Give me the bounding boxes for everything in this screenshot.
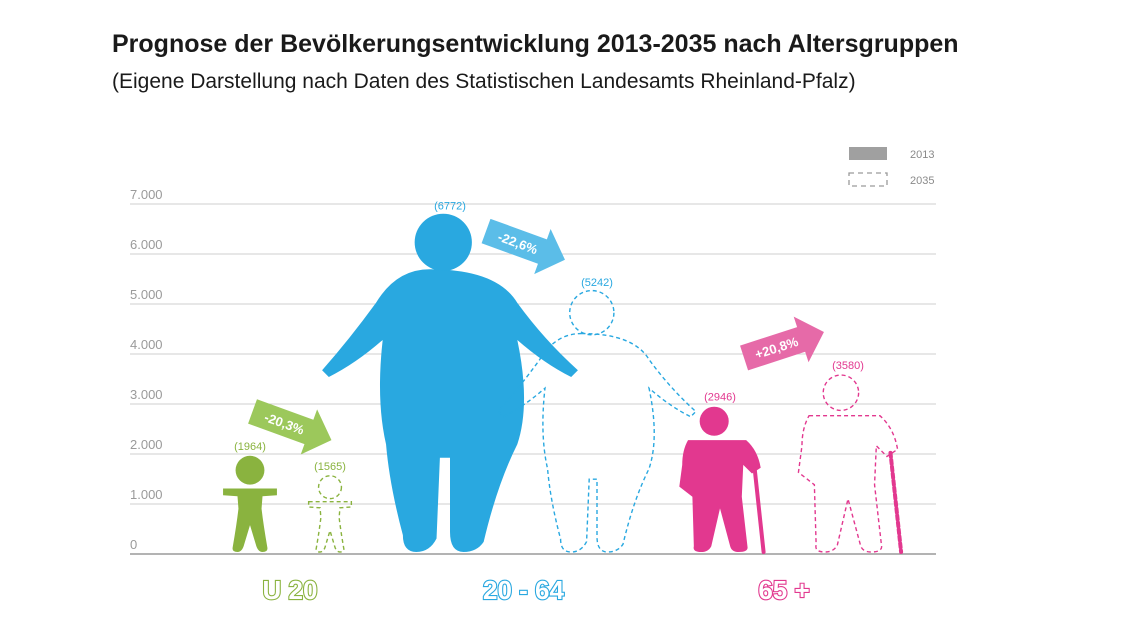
figure-head <box>235 455 265 485</box>
arrow-shape <box>740 316 824 371</box>
figure-child-2035 <box>307 475 353 553</box>
figure-body <box>497 332 697 553</box>
arrow-shape <box>481 218 565 275</box>
data-label: (2946) <box>704 392 736 404</box>
figure-elderly-2035 <box>797 374 904 555</box>
y-tick-label: 4.000 <box>130 337 163 352</box>
category-label: U 20 <box>263 575 318 605</box>
data-label: (3580) <box>832 360 864 372</box>
figure-body <box>307 500 353 553</box>
y-tick-label: 7.000 <box>130 187 163 202</box>
cane <box>888 450 904 555</box>
figure-body <box>223 488 277 552</box>
y-tick-label: 5.000 <box>130 287 163 302</box>
y-tick-label: 0 <box>130 537 137 552</box>
change-arrow: -20,3% <box>248 399 332 455</box>
change-arrow: +20,8% <box>740 316 824 371</box>
figure-head <box>822 374 860 412</box>
y-tick-label: 2.000 <box>130 437 163 452</box>
category-label: 20 - 64 <box>483 575 564 605</box>
legend-swatch-2013 <box>849 147 887 160</box>
figure-head <box>699 406 729 436</box>
figure-child-2013 <box>223 455 277 552</box>
legend-label-2013: 2013 <box>910 149 934 161</box>
legend-label-2035: 2035 <box>910 175 934 187</box>
data-label: (5242) <box>581 277 613 289</box>
figure-head <box>414 213 472 271</box>
y-tick-label: 6.000 <box>130 237 163 252</box>
cane <box>752 468 766 555</box>
figure-body <box>679 440 761 552</box>
chart-title: Prognose der Bevölkerungsentwicklung 201… <box>112 30 959 58</box>
legend-swatch-2035 <box>848 172 888 187</box>
figure-body <box>322 269 578 552</box>
category-label: 65 + <box>758 575 809 605</box>
figure-adult-2013 <box>322 213 578 552</box>
data-label: (1565) <box>314 461 346 473</box>
data-label: (1964) <box>234 441 266 453</box>
figure-adult-2035 <box>497 289 697 553</box>
change-arrow: -22,6% <box>481 218 565 275</box>
arrow-shape <box>248 399 332 455</box>
figure-body <box>797 415 899 553</box>
y-tick-label: 1.000 <box>130 487 163 502</box>
figure-elderly-2013 <box>679 406 766 555</box>
chart-subtitle: (Eigene Darstellung nach Daten des Stati… <box>112 70 856 93</box>
figure-head <box>317 475 343 500</box>
data-label: (6772) <box>434 200 466 212</box>
y-tick-label: 3.000 <box>130 387 163 402</box>
figure-head <box>568 289 615 336</box>
